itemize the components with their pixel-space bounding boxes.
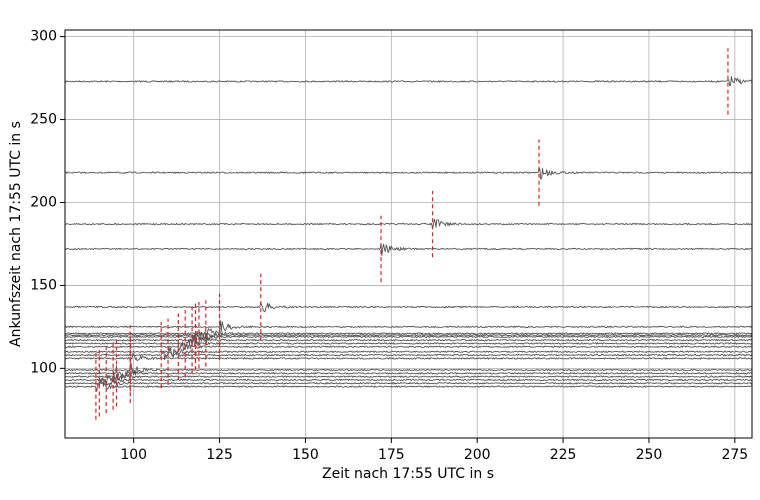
trace [64,218,753,229]
trace [64,380,753,392]
x-tick-label: 100 [120,447,147,463]
y-tick-label: 100 [30,360,57,376]
trace [64,333,753,348]
y-tick-label: 200 [30,194,57,210]
y-tick-label: 150 [30,277,57,293]
trace [64,353,753,362]
trace [64,362,753,375]
trace [64,302,753,313]
trace [64,341,753,352]
trace [64,243,753,256]
x-tick-label: 275 [721,447,748,463]
trace [64,76,753,86]
x-tick-label: 200 [464,447,491,463]
y-axis-label: Ankunfszeit nach 17:55 UTC in s [8,121,24,347]
trace [64,338,753,350]
y-tick-label: 250 [30,112,57,128]
trace [64,365,753,380]
x-tick-label: 125 [206,447,233,463]
trace [64,328,753,341]
trace [64,331,753,340]
plot-frame [64,29,753,439]
trace [64,377,753,388]
trace [64,372,753,382]
x-tick-label: 225 [550,447,577,463]
x-tick-label: 250 [636,447,663,463]
y-tick-label: 300 [30,29,57,45]
x-tick-label: 150 [292,447,319,463]
trace [64,166,752,180]
x-axis-label: Zeit nach 17:55 UTC in s [322,466,494,482]
trace [64,347,753,357]
trace [64,320,753,332]
x-tick-label: 175 [378,447,405,463]
trace [64,330,753,344]
trace [64,374,753,387]
trace [64,350,753,360]
